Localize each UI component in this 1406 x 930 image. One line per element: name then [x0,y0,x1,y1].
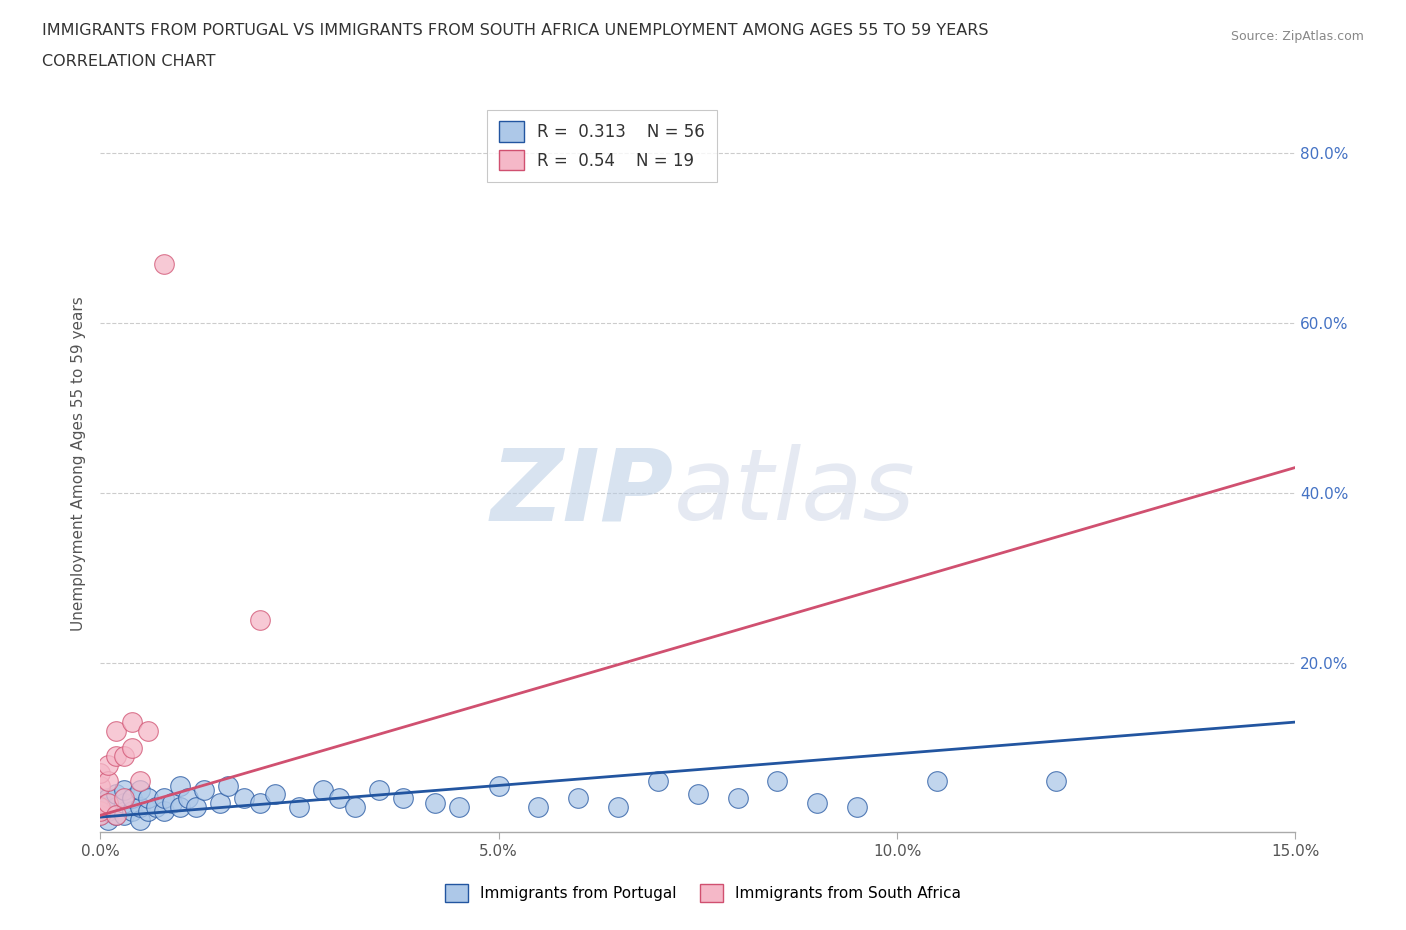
Point [169,778,191,793]
Point [112,749,135,764]
Point [129,774,152,789]
Point [89,800,111,815]
Point [607,800,630,815]
Point [727,791,749,806]
Point [105,787,128,802]
Point [105,808,128,823]
Point [89,778,111,793]
Point [129,812,152,827]
Point [89,804,111,818]
Text: atlas: atlas [673,445,915,541]
Point [112,791,135,806]
Point [105,808,128,823]
Point [249,613,271,628]
Point [136,724,159,738]
Point [97,795,120,810]
Point [567,791,589,806]
Legend: Immigrants from Portugal, Immigrants from South Africa: Immigrants from Portugal, Immigrants fro… [439,878,967,909]
Point [392,791,415,806]
Point [97,804,120,818]
Point [105,724,128,738]
Point [169,800,191,815]
Point [368,782,391,797]
Text: CORRELATION CHART: CORRELATION CHART [42,54,215,69]
Point [112,782,135,797]
Point [97,800,120,815]
Point [328,791,350,806]
Text: Source: ZipAtlas.com: Source: ZipAtlas.com [1230,30,1364,43]
Point [136,791,159,806]
Point [647,774,669,789]
Point [89,765,111,780]
Point [312,782,335,797]
Point [121,714,143,729]
Point [264,787,287,802]
Text: ZIP: ZIP [491,445,673,541]
Point [105,749,128,764]
Point [288,800,311,815]
Point [129,782,152,797]
Point [89,808,111,823]
Point [344,800,367,815]
Point [89,804,111,818]
Point [97,757,120,772]
Point [112,795,135,810]
Point [145,800,167,815]
Point [423,795,446,810]
Point [89,795,111,810]
Y-axis label: Unemployment Among Ages 55 to 59 years: Unemployment Among Ages 55 to 59 years [72,296,86,631]
Point [153,804,176,818]
Point [177,791,200,806]
Point [447,800,470,815]
Point [89,800,111,815]
Point [846,800,869,815]
Point [806,795,828,810]
Legend: R =  0.313    N = 56, R =  0.54    N = 19: R = 0.313 N = 56, R = 0.54 N = 19 [488,110,717,182]
Point [153,257,176,272]
Text: IMMIGRANTS FROM PORTUGAL VS IMMIGRANTS FROM SOUTH AFRICA UNEMPLOYMENT AMONG AGES: IMMIGRANTS FROM PORTUGAL VS IMMIGRANTS F… [42,23,988,38]
Point [184,800,207,815]
Point [121,740,143,755]
Point [97,812,120,827]
Point [121,791,143,806]
Point [97,774,120,789]
Point [153,791,176,806]
Point [488,778,510,793]
Point [686,787,709,802]
Point [232,791,254,806]
Point [217,778,239,793]
Point [89,791,111,806]
Point [112,808,135,823]
Point [766,774,789,789]
Point [1045,774,1067,789]
Point [160,795,183,810]
Point [925,774,948,789]
Point [208,795,231,810]
Point [249,795,271,810]
Point [129,800,152,815]
Point [136,804,159,818]
Point [89,808,111,823]
Point [527,800,550,815]
Point [97,791,120,806]
Point [105,800,128,815]
Point [121,804,143,818]
Point [193,782,215,797]
